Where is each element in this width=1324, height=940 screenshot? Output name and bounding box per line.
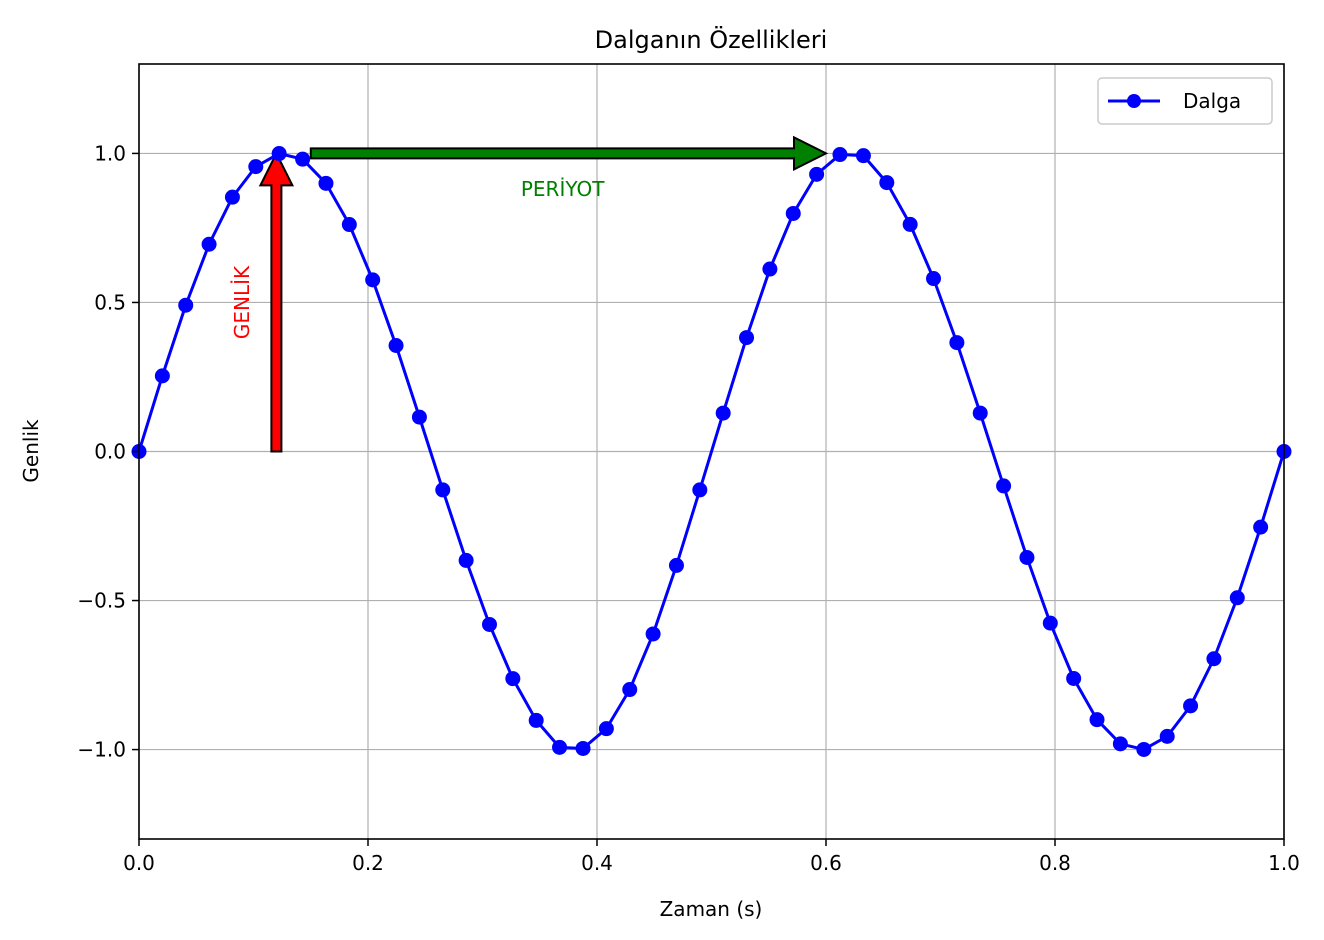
data-point — [926, 271, 942, 287]
data-point — [692, 482, 708, 498]
data-point — [1042, 615, 1058, 631]
data-point — [645, 626, 661, 642]
data-point — [1019, 549, 1035, 565]
legend: Dalga — [1097, 77, 1273, 125]
data-point — [1136, 741, 1152, 757]
annotation-label-0: GENLİK — [230, 265, 254, 339]
data-point — [318, 175, 334, 191]
data-point — [785, 205, 801, 221]
data-point — [388, 338, 404, 354]
data-point — [1206, 651, 1222, 667]
x-axis-label: Zaman (s) — [660, 897, 763, 921]
data-point — [295, 151, 311, 167]
data-point — [528, 712, 544, 728]
y-axis-ticks: −1.0 −0.5 0.0 0.5 1.0 — [77, 141, 139, 762]
data-point — [739, 330, 755, 346]
data-point — [1183, 698, 1199, 714]
data-point — [668, 557, 684, 573]
y-tick-label: −0.5 — [77, 589, 126, 613]
annotation-arrow-1 — [309, 135, 829, 172]
data-point — [949, 335, 965, 351]
data-point — [879, 175, 895, 191]
data-point — [855, 148, 871, 164]
y-axis-label: Genlik — [19, 419, 43, 483]
data-point — [201, 236, 217, 252]
data-point — [575, 740, 591, 756]
annotations-layer — [258, 135, 829, 453]
data-point — [715, 405, 731, 421]
x-tick-label: 0.4 — [581, 851, 613, 875]
data-point — [1066, 670, 1082, 686]
legend-marker — [1127, 94, 1141, 108]
data-point — [248, 159, 264, 175]
data-point — [481, 616, 497, 632]
data-point — [271, 146, 287, 162]
data-point — [762, 261, 778, 277]
x-tick-label: 0.2 — [352, 851, 384, 875]
data-point — [902, 216, 918, 232]
legend-entry-dalga: Dalga — [1183, 89, 1241, 113]
data-point — [1112, 736, 1128, 752]
data-point — [154, 368, 170, 384]
data-point — [411, 409, 427, 425]
x-tick-label: 0.8 — [1039, 851, 1071, 875]
y-tick-label: 0.0 — [94, 440, 126, 464]
data-point — [505, 671, 521, 687]
data-point — [178, 297, 194, 313]
data-point — [224, 189, 240, 205]
annotation-label-1: PERİYOT — [521, 177, 605, 201]
data-point — [341, 217, 357, 233]
x-tick-label: 0.0 — [123, 851, 155, 875]
x-axis-ticks: 0.0 0.2 0.4 0.6 0.8 1.0 — [123, 839, 1300, 875]
data-point — [972, 405, 988, 421]
data-point — [598, 721, 614, 737]
annotation-arrow-0 — [258, 151, 295, 453]
y-tick-label: 0.5 — [94, 290, 126, 314]
series-line-0 — [137, 152, 1286, 751]
data-point — [809, 166, 825, 182]
legend-box — [1097, 77, 1273, 125]
y-tick-label: −1.0 — [77, 738, 126, 762]
chart-title: Dalganın Özellikleri — [595, 25, 828, 54]
data-point — [1229, 590, 1245, 606]
data-point — [552, 739, 568, 755]
data-point — [622, 682, 638, 698]
data-point — [1159, 728, 1175, 744]
data-point — [1089, 712, 1105, 728]
data-point — [435, 482, 451, 498]
data-point — [996, 478, 1012, 494]
series-layer — [131, 146, 1292, 757]
x-tick-label: 1.0 — [1268, 851, 1300, 875]
data-point — [458, 552, 474, 568]
data-point — [832, 147, 848, 163]
y-tick-label: 1.0 — [94, 141, 126, 165]
x-tick-label: 0.6 — [810, 851, 842, 875]
data-point — [1253, 519, 1269, 535]
data-point — [365, 272, 381, 288]
